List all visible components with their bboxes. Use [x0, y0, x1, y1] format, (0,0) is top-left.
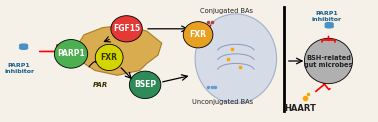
- Ellipse shape: [54, 40, 88, 68]
- Text: PARP1
inhibitor: PARP1 inhibitor: [4, 63, 34, 74]
- Polygon shape: [77, 25, 162, 75]
- Text: PARP1
inhibitor: PARP1 inhibitor: [311, 11, 342, 22]
- Text: PAR: PAR: [93, 82, 108, 88]
- Text: FGF15: FGF15: [113, 24, 140, 33]
- Ellipse shape: [129, 71, 161, 99]
- Ellipse shape: [95, 44, 123, 71]
- Ellipse shape: [183, 22, 213, 48]
- Text: BSH-related
gut microbes: BSH-related gut microbes: [304, 55, 353, 67]
- Text: Unconjugated BAs: Unconjugated BAs: [192, 99, 254, 105]
- Text: PARP1: PARP1: [57, 49, 85, 58]
- Text: FXR: FXR: [101, 53, 118, 62]
- Ellipse shape: [304, 38, 353, 84]
- Ellipse shape: [195, 14, 277, 103]
- Text: FXR: FXR: [190, 30, 206, 39]
- Text: HAART: HAART: [285, 104, 317, 113]
- Text: BSEP: BSEP: [134, 80, 156, 89]
- Text: Conjugated BAs: Conjugated BAs: [200, 8, 253, 14]
- Ellipse shape: [111, 16, 143, 42]
